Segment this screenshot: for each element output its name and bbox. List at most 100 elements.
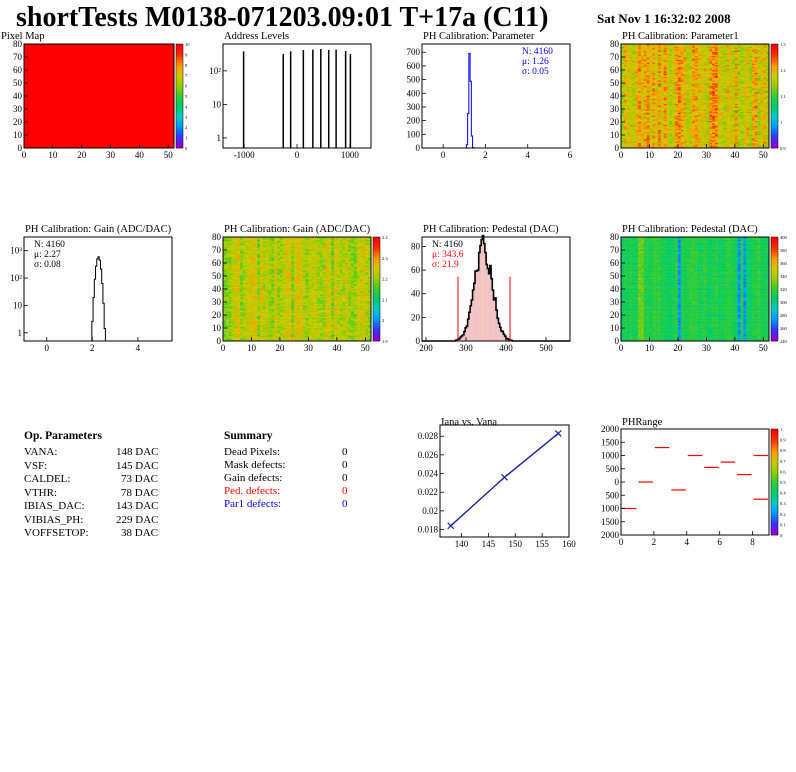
heatmap-cell [231,320,235,322]
heatmap-cell [709,96,713,98]
heatmap-cell [720,79,724,81]
heatmap-cell [734,127,738,129]
heatmap-cell [231,311,235,313]
heatmap-cell [734,111,738,114]
heatmap-cell [632,131,636,133]
heatmap-cell [695,76,699,78]
heatmap-cell [623,98,627,101]
heatmap-cell [712,68,716,71]
heatmap-cell [723,75,727,77]
heatmap-cell [649,85,653,88]
heatmap-cell [663,111,667,114]
heatmap-cell [672,120,676,123]
heatmap-cell [223,329,227,331]
heatmap-cell [746,72,750,75]
heatmap-cell [757,137,761,140]
heatmap-cell [692,107,696,110]
heatmap-cell [766,137,770,140]
heatmap-cell [729,115,733,117]
heatmap-cell [763,63,767,65]
heatmap-cell [714,137,718,140]
heatmap-cell [675,94,679,97]
heatmap-cell [686,135,690,137]
heatmap-cell [655,122,659,124]
heatmap-cell [729,45,733,47]
heatmap-cell [717,119,721,121]
heatmap-cell [760,49,764,51]
heatmap-cell [680,146,684,149]
heatmap-cell [655,123,659,125]
heatmap-cell [760,146,764,149]
heatmap-cell [760,73,764,76]
heatmap-cell [703,51,707,54]
heatmap-cell [652,88,656,90]
heatmap-cell [726,137,730,140]
heatmap-cell [672,60,676,63]
heatmap-cell [228,244,232,247]
heatmap-cell [640,53,644,55]
heatmap-cell [697,51,701,54]
heatmap-cell [729,86,733,89]
colorbar-cell [176,67,183,71]
colorbar-cell [771,98,778,102]
heatmap-cell [689,122,693,124]
heatmap-cell [669,50,673,52]
heatmap-cell [658,128,662,130]
heatmap-cell [697,75,701,77]
heatmap-cell [757,92,761,94]
heatmap-cell [743,133,747,136]
heatmap-cell [743,75,747,77]
heatmap-cell [635,138,639,141]
heatmap-cell [743,115,747,117]
heatmap-cell [709,144,713,146]
heatmap-cell [717,94,721,97]
heatmap-cell [649,84,653,86]
heatmap-cell [709,73,713,76]
heatmap-cell [646,145,650,147]
heatmap-cell [749,114,753,116]
heatmap-cell [658,67,662,69]
heatmap-cell [626,137,630,140]
heatmap-cell [623,53,627,55]
heatmap-cell [712,133,716,136]
heatmap-cell [751,92,755,94]
heatmap-cell [700,115,704,117]
heatmap-cell [621,90,625,93]
heatmap-cell [658,111,662,114]
heatmap-cell [697,44,701,46]
heatmap-cell [686,77,690,80]
heatmap-cell [754,125,758,128]
heatmap-cell [652,45,656,47]
heatmap-cell [675,50,679,52]
heatmap-cell [695,110,699,112]
heatmap-cell [660,109,664,111]
heatmap-cell [649,49,653,51]
heatmap-cell [709,110,713,112]
heatmap-cell [635,132,639,134]
heatmap-cell [240,247,244,249]
heatmap-cell [763,90,767,93]
heatmap-cell [717,146,721,149]
heatmap-cell [746,62,750,64]
heatmap-cell [729,118,733,120]
heatmap-cell [720,94,724,97]
heatmap-cell [729,51,733,54]
heatmap-cell [643,110,647,112]
heatmap-cell [240,251,244,253]
heatmap-cell [626,107,630,110]
heatmap-cell [709,132,713,134]
heatmap-cell [717,46,721,49]
heatmap-cell [686,114,690,116]
heatmap-cell [640,92,644,94]
heatmap-cell [746,122,750,124]
heatmap-cell [757,60,761,63]
heatmap-cell [225,325,229,327]
heatmap-cell [658,118,662,120]
heatmap-cell [734,145,738,147]
x-tick-label: 40 [730,150,740,160]
heatmap-cell [700,128,704,130]
heatmap-cell [709,138,713,141]
heatmap-cell [623,60,627,63]
heatmap-cell [621,110,625,112]
heatmap-cell [677,77,681,80]
